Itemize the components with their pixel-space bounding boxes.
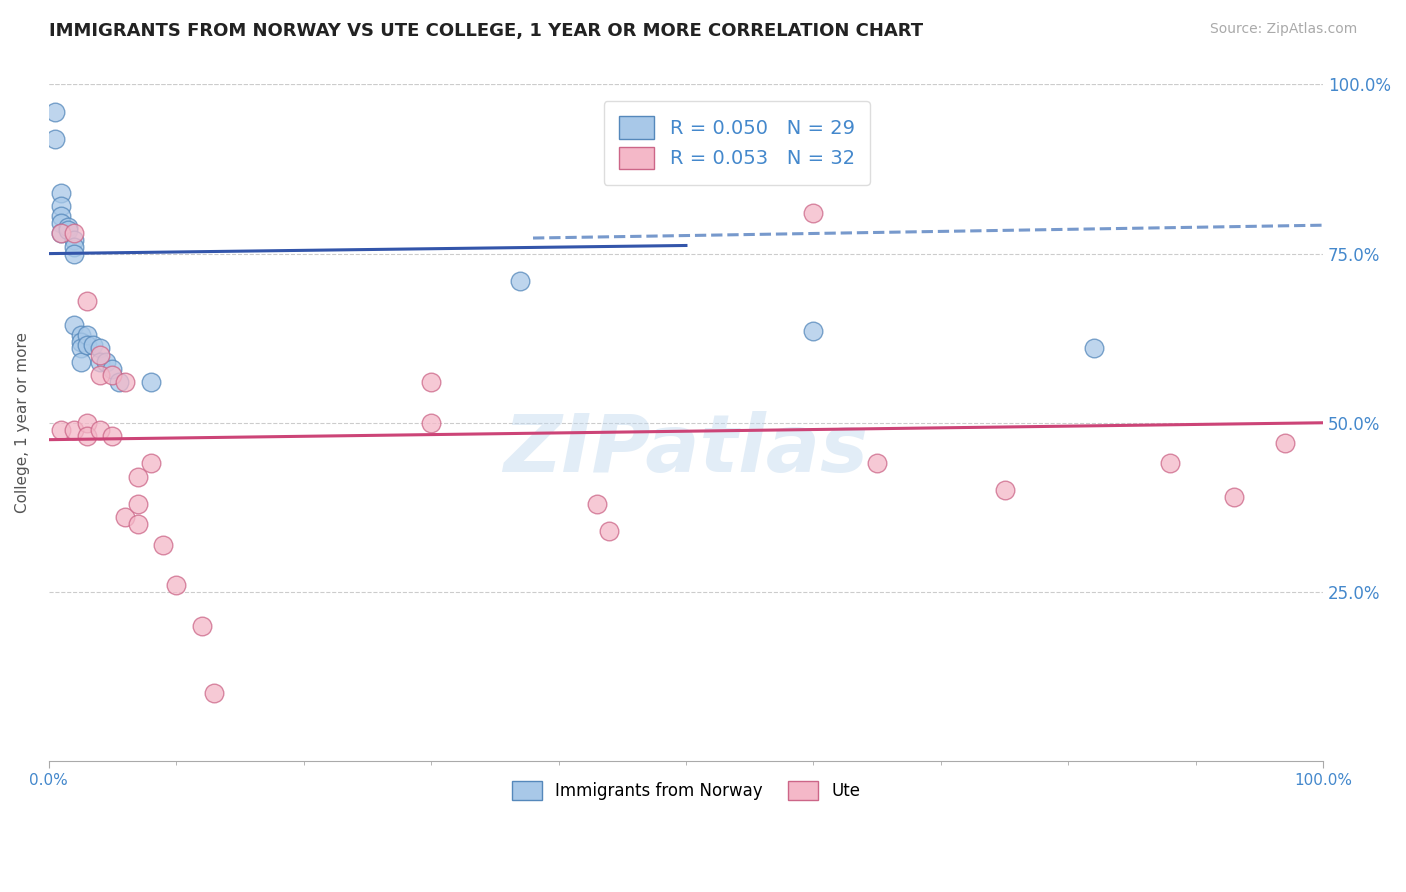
Point <box>108 375 131 389</box>
Point <box>69 334 91 349</box>
Point <box>101 361 124 376</box>
Legend: Immigrants from Norway, Ute: Immigrants from Norway, Ute <box>499 768 873 814</box>
Point <box>51 216 73 230</box>
Point <box>76 429 98 443</box>
Point <box>44 104 66 119</box>
Point <box>51 227 73 241</box>
Point <box>420 416 443 430</box>
Point <box>89 355 111 369</box>
Point <box>51 423 73 437</box>
Point <box>63 227 86 241</box>
Text: Source: ZipAtlas.com: Source: ZipAtlas.com <box>1209 22 1357 37</box>
Point <box>101 368 124 383</box>
Point <box>127 497 149 511</box>
Point <box>63 246 86 260</box>
Point <box>51 199 73 213</box>
Point <box>44 131 66 145</box>
Point <box>598 524 620 538</box>
Point <box>585 497 607 511</box>
Point <box>509 274 531 288</box>
Point <box>139 375 162 389</box>
Point <box>127 517 149 532</box>
Text: IMMIGRANTS FROM NORWAY VS UTE COLLEGE, 1 YEAR OR MORE CORRELATION CHART: IMMIGRANTS FROM NORWAY VS UTE COLLEGE, 1… <box>49 22 924 40</box>
Point <box>69 342 91 356</box>
Point <box>803 206 825 220</box>
Point <box>51 210 73 224</box>
Point <box>152 537 174 551</box>
Point <box>56 219 79 234</box>
Point <box>993 483 1015 498</box>
Point <box>89 348 111 362</box>
Point <box>94 355 117 369</box>
Point <box>89 423 111 437</box>
Point <box>69 327 91 342</box>
Point <box>82 338 104 352</box>
Point <box>114 375 136 389</box>
Point <box>101 429 124 443</box>
Point <box>190 619 212 633</box>
Point <box>63 423 86 437</box>
Point <box>76 293 98 308</box>
Point <box>76 338 98 352</box>
Point <box>1083 342 1105 356</box>
Point <box>1274 436 1296 450</box>
Point <box>1159 456 1181 470</box>
Text: ZIPatlas: ZIPatlas <box>503 411 869 489</box>
Point <box>866 456 889 470</box>
Point <box>204 686 226 700</box>
Point <box>51 186 73 200</box>
Point <box>114 510 136 524</box>
Point <box>139 456 162 470</box>
Point <box>76 416 98 430</box>
Y-axis label: College, 1 year or more: College, 1 year or more <box>15 332 30 513</box>
Point <box>420 375 443 389</box>
Point <box>165 578 187 592</box>
Point <box>51 227 73 241</box>
Point <box>803 325 825 339</box>
Point <box>63 240 86 254</box>
Point <box>76 327 98 342</box>
Point <box>56 223 79 237</box>
Point <box>69 355 91 369</box>
Point <box>89 368 111 383</box>
Point <box>127 470 149 484</box>
Point <box>63 233 86 247</box>
Point <box>89 342 111 356</box>
Point <box>63 318 86 332</box>
Point <box>1223 490 1246 504</box>
